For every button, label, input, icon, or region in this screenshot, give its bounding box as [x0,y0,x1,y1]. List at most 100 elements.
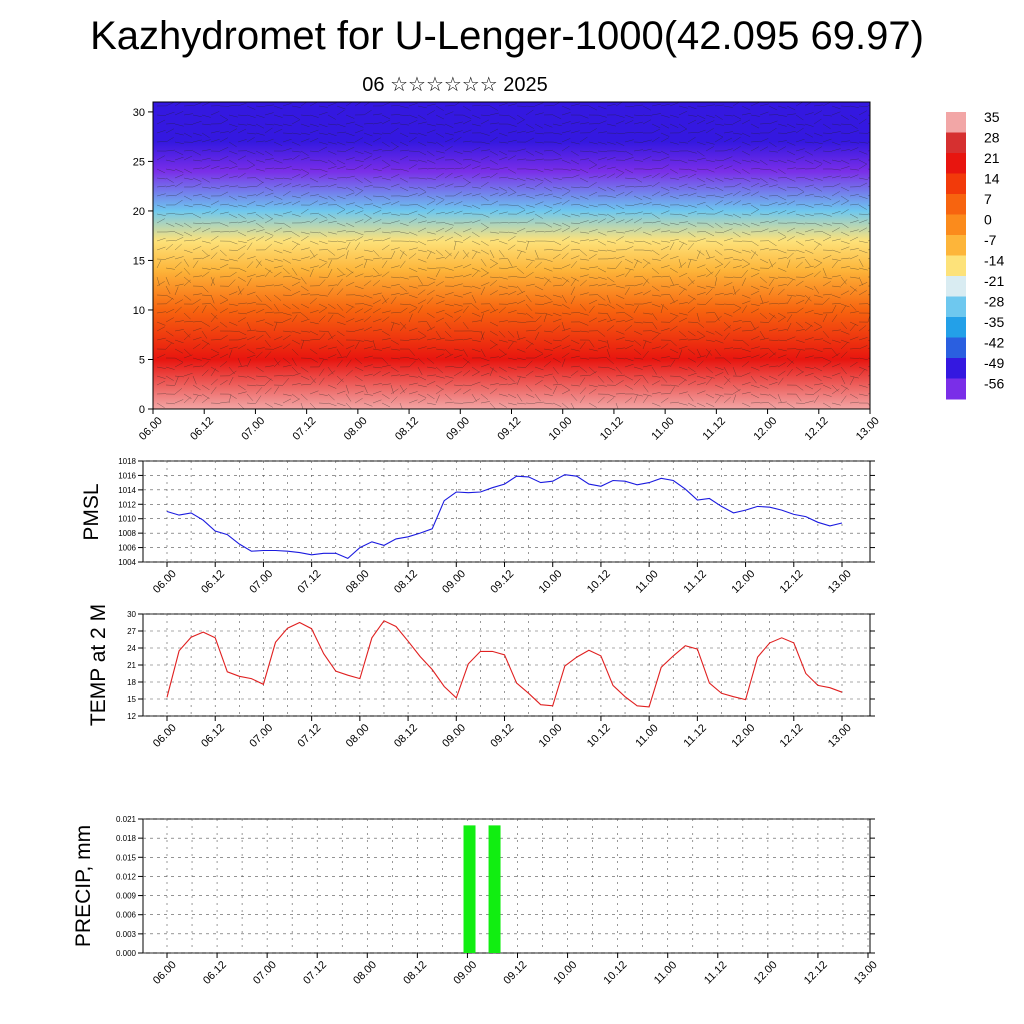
wind-barb [354,285,364,290]
wind-barb [723,303,733,305]
wind-barb [759,321,769,323]
wind-barb [516,240,526,243]
wind-barb [777,236,787,242]
wind-barb [741,112,751,116]
wind-barb [768,240,777,247]
wind-barb [444,236,454,242]
wind-barb [714,177,724,182]
colorbar-swatch [946,337,966,359]
wind-barb [210,186,220,189]
wind-barb [462,221,472,224]
wind-barb [462,114,472,119]
wind-barb [363,373,373,377]
wind-barb [327,366,334,375]
wind-barb [552,114,562,120]
wind-barb [561,328,571,332]
wind-barb [597,345,607,350]
wind-barb [633,357,643,360]
wind-barb [462,321,469,330]
wind-barb [489,105,498,111]
wind-barb [705,393,715,399]
wind-barb [354,219,364,224]
wind-barb [408,231,418,236]
wind-barb [786,314,793,323]
wind-barb [336,123,346,128]
wind-barb [363,195,372,201]
x-tick-label: 11.12 [682,568,709,595]
wind-barb [570,312,580,314]
wind-barb [489,383,499,386]
wind-barb [687,330,696,337]
wind-barb [669,357,679,360]
wind-barb [390,220,400,224]
wind-barb [588,191,598,197]
wind-barb [831,183,841,188]
wind-barb [192,159,202,162]
wind-barb [849,401,859,404]
wind-barb [849,276,859,279]
wind-barb [768,402,777,409]
wind-barb [516,348,526,353]
wind-barb [696,212,706,215]
y-tick-label: 0.003 [116,930,137,939]
wind-barb [516,276,526,278]
wind-barb [660,303,669,310]
wind-barb [687,393,694,402]
wind-barb [624,240,634,244]
wind-barb [741,202,751,206]
wind-barb [660,230,670,233]
wind-barb [309,168,319,170]
wind-barb [390,388,399,395]
colorbar-swatch [946,235,966,256]
wind-barb [435,294,445,299]
wind-barb [435,235,444,242]
colorbar-swatch [946,214,966,236]
wind-barb [624,150,634,156]
wind-barb [867,303,870,306]
wind-barb [534,158,544,161]
wind-barb [228,185,238,188]
wind-barb [372,132,382,135]
wind-barb [786,279,794,287]
wind-barb [669,359,676,368]
wind-barb [525,211,535,215]
wind-barb [804,222,814,224]
wind-barb [282,330,292,333]
wind-barb [453,191,463,197]
wind-barb [678,123,687,130]
wind-barb [588,150,598,154]
wind-barb [237,344,246,350]
wind-barb [354,190,363,197]
wind-barb [327,268,333,278]
wind-barb [219,222,229,227]
wind-barb [606,240,616,244]
wind-barb [642,184,652,188]
wind-barb [597,366,607,368]
wind-barb [858,393,868,397]
wind-barb [570,222,580,224]
wind-barb [390,284,400,287]
wind-barb [867,393,870,395]
wind-barb [462,263,472,269]
wind-barb [381,285,391,289]
wind-barb [165,213,175,215]
wind-barb [732,288,740,296]
wind-barb [759,183,769,188]
wind-barb [417,141,427,147]
wind-barb [471,240,481,246]
wind-barb [813,338,823,341]
wind-barb [714,395,721,404]
wind-barb [840,266,850,269]
wind-barb [444,172,453,179]
wind-barb [831,294,841,299]
wind-barb [381,393,390,400]
wind-barb [714,240,723,246]
wind-barb [309,240,319,245]
wind-barb [300,102,308,107]
wind-barb [210,368,217,377]
x-tick-label: 08.00 [351,959,379,987]
wind-barb [768,375,778,380]
wind-barb [534,112,544,116]
y-axis-label: PMSL [80,483,103,540]
wind-barb [795,299,805,305]
